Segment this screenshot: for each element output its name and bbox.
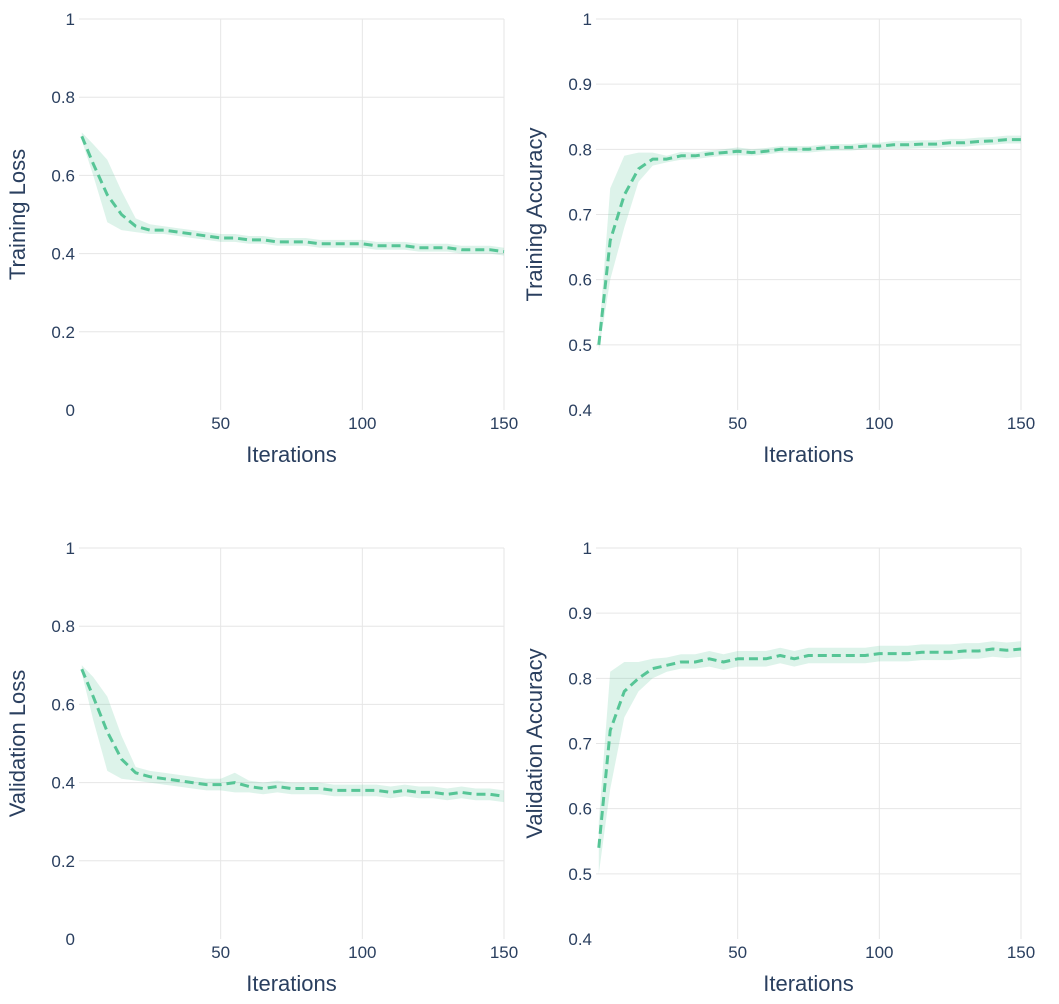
- y-tick-label: 0: [66, 930, 75, 949]
- x-tick-label: 150: [490, 414, 518, 433]
- confidence-band: [598, 135, 1021, 352]
- confidence-band: [81, 132, 505, 256]
- x-tick-label: 150: [1007, 414, 1035, 433]
- y-tick-label: 0.7: [568, 735, 592, 754]
- y-tick-label: 0.7: [568, 206, 592, 225]
- y-tick-label: 0.6: [568, 271, 592, 290]
- x-tick-label: 100: [348, 414, 376, 433]
- confidence-band: [598, 641, 1021, 874]
- y-tick-label: 0.4: [51, 774, 75, 793]
- x-tick-label: 50: [728, 943, 747, 962]
- y-axis-title: Training Accuracy: [522, 127, 547, 301]
- y-tick-label: 0.8: [51, 617, 75, 636]
- y-tick-label: 0.4: [51, 245, 75, 264]
- x-axis-title: Iterations: [763, 971, 854, 996]
- x-tick-label: 100: [348, 943, 376, 962]
- x-axis-title: Iterations: [246, 442, 337, 467]
- y-tick-label: 0.9: [568, 604, 592, 623]
- y-tick-label: 0.8: [51, 88, 75, 107]
- y-tick-label: 0.4: [568, 401, 592, 420]
- x-axis-title: Iterations: [763, 442, 854, 467]
- y-axis-title: Validation Accuracy: [522, 648, 547, 838]
- x-tick-label: 50: [211, 414, 230, 433]
- x-tick-label: 50: [211, 943, 230, 962]
- y-tick-label: 1: [583, 10, 592, 29]
- confidence-band: [81, 665, 505, 803]
- y-tick-label: 1: [66, 539, 75, 558]
- y-tick-label: 0.5: [568, 336, 592, 355]
- y-tick-label: 0: [66, 401, 75, 420]
- y-axis-title: Validation Loss: [5, 670, 30, 818]
- y-tick-label: 0.6: [568, 800, 592, 819]
- y-tick-label: 1: [583, 539, 592, 558]
- x-tick-label: 150: [1007, 943, 1035, 962]
- y-tick-label: 0.8: [568, 669, 592, 688]
- y-tick-label: 0.6: [51, 695, 75, 714]
- y-tick-label: 0.6: [51, 166, 75, 185]
- series-line: [597, 138, 1021, 345]
- y-axis-title: Training Loss: [5, 149, 30, 280]
- y-tick-label: 0.2: [51, 323, 75, 342]
- x-tick-label: 100: [865, 943, 893, 962]
- x-tick-label: 50: [728, 414, 747, 433]
- y-tick-label: 0.4: [568, 930, 592, 949]
- y-tick-label: 0.9: [568, 75, 592, 94]
- y-tick-label: 0.2: [51, 852, 75, 871]
- x-tick-label: 150: [490, 943, 518, 962]
- x-axis-title: Iterations: [246, 971, 337, 996]
- y-tick-label: 1: [66, 10, 75, 29]
- y-tick-label: 0.8: [568, 140, 592, 159]
- x-tick-label: 100: [865, 414, 893, 433]
- series-line: [80, 135, 505, 254]
- y-tick-label: 0.5: [568, 865, 592, 884]
